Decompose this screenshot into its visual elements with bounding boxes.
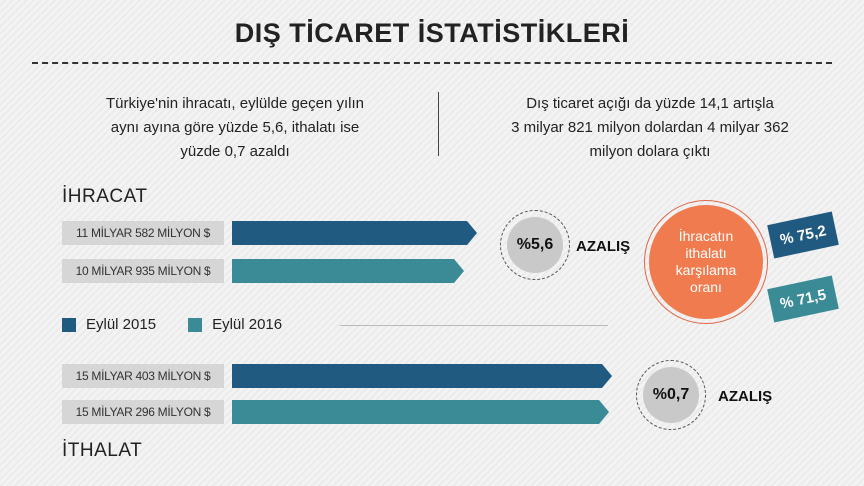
dashed-divider — [32, 62, 832, 64]
divider — [340, 325, 608, 326]
legend-swatch-2016 — [188, 317, 203, 332]
change-circle-ithalat: %0,7 — [636, 360, 706, 430]
bar-ithalat-2015 — [232, 364, 612, 388]
coverage-2015-tag: % 75,2 — [767, 211, 839, 259]
bar-label: 10 MİLYAR 935 MİLYON $ — [62, 259, 224, 283]
bar-ithalat-2016 — [232, 400, 610, 424]
coverage-2016-tag: % 71,5 — [767, 275, 839, 323]
coverage-line: karşılama — [675, 262, 737, 278]
coverage-line: oranı — [690, 279, 722, 295]
legend: Eylül 2015 Eylül 2016 — [62, 316, 282, 333]
change-value: %5,6 — [507, 217, 563, 273]
bar-ihracat-2016 — [232, 259, 464, 283]
summary-right: Dış ticaret açığı da yüzde 14,1 artışla … — [450, 92, 850, 164]
page-title: DIŞ TİCARET İSTATİSTİKLERİ — [234, 18, 630, 48]
legend-label: Eylül 2015 — [86, 316, 157, 333]
change-circle-ihracat: %5,6 — [500, 210, 570, 280]
coverage-line: ithalatı — [685, 245, 727, 261]
coverage-line: İhracatın — [678, 228, 734, 244]
change-label: AZALIŞ — [718, 388, 773, 405]
summary-line: Dış ticaret açığı da yüzde 14,1 artışla — [526, 95, 774, 112]
summary-left: Türkiye'nin ihracatı, eylülde geçen yılı… — [40, 92, 430, 164]
summary-line: 3 milyar 821 milyon dolardan 4 milyar 36… — [511, 119, 789, 136]
section-title-ihracat: İHRACAT — [62, 186, 148, 207]
legend-label: Eylül 2016 — [212, 316, 283, 333]
change-label: AZALIŞ — [576, 238, 631, 255]
summary-line: milyon dolara çıktı — [589, 143, 711, 160]
vertical-divider — [438, 92, 439, 156]
legend-swatch-2015 — [62, 317, 76, 332]
coverage-circle: İhracatın ithalatı karşılama oranı — [644, 200, 768, 324]
summary-line: aynı ayına göre yüzde 5,6, ithalatı ise — [110, 119, 360, 136]
bar-label: 11 MİLYAR 582 MİLYON $ — [62, 221, 224, 245]
section-title-ithalat: İTHALAT — [62, 440, 143, 461]
summary-line: Türkiye'nin ihracatı, eylülde geçen yılı… — [106, 95, 364, 112]
bar-label: 15 MİLYAR 403 MİLYON $ — [62, 364, 224, 388]
bar-label: 15 MİLYAR 296 MİLYON $ — [62, 400, 224, 424]
bar-ihracat-2015 — [232, 221, 477, 245]
change-value: %0,7 — [643, 367, 699, 423]
summary-line: yüzde 0,7 azaldı — [180, 143, 290, 160]
